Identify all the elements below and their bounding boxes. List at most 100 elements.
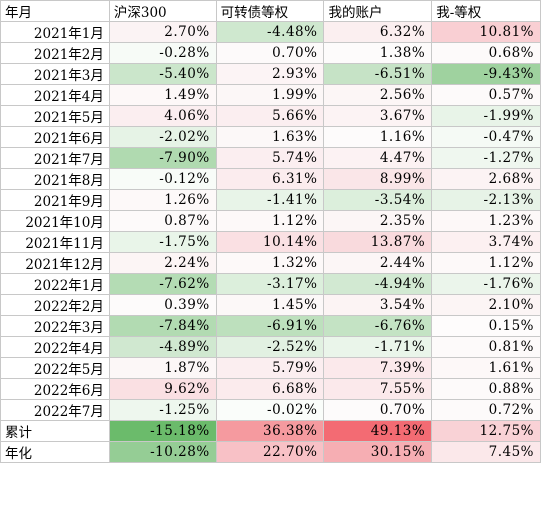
cell-me-minus-equal-weight[interactable]: 0.57% [431,84,541,106]
row-label[interactable]: 累计 [0,420,110,442]
cell-csi300[interactable]: 1.49% [108,84,217,106]
header-cb-equal-weight[interactable]: 可转债等权 [215,0,325,22]
row-label[interactable]: 2021年1月 [0,21,110,43]
cell-me-minus-equal-weight[interactable]: 0.15% [431,315,541,337]
cell-csi300[interactable]: -5.40% [108,63,217,85]
cell-csi300[interactable]: 1.87% [108,357,217,379]
cell-my-account[interactable]: 7.55% [323,378,433,400]
cell-cb-equal-weight[interactable]: 36.38% [215,420,325,442]
header-csi300[interactable]: 沪深300 [108,0,217,22]
row-label[interactable]: 2022年5月 [0,357,110,379]
cell-cb-equal-weight[interactable]: 6.68% [215,378,325,400]
row-label[interactable]: 2021年11月 [0,231,110,253]
cell-cb-equal-weight[interactable]: -3.17% [215,273,325,295]
row-label[interactable]: 2022年7月 [0,399,110,421]
cell-csi300[interactable]: -2.02% [108,126,217,148]
cell-me-minus-equal-weight[interactable]: 1.61% [431,357,541,379]
cell-cb-equal-weight[interactable]: -2.52% [215,336,325,358]
cell-csi300[interactable]: -7.62% [108,273,217,295]
cell-me-minus-equal-weight[interactable]: -1.27% [431,147,541,169]
cell-csi300[interactable]: 4.06% [108,105,217,127]
row-label[interactable]: 2021年8月 [0,168,110,190]
cell-cb-equal-weight[interactable]: 1.45% [215,294,325,316]
cell-cb-equal-weight[interactable]: 22.70% [215,441,325,463]
cell-cb-equal-weight[interactable]: 1.32% [215,252,325,274]
cell-cb-equal-weight[interactable]: 6.31% [215,168,325,190]
cell-me-minus-equal-weight[interactable]: 12.75% [431,420,541,442]
cell-csi300[interactable]: -7.84% [108,315,217,337]
cell-cb-equal-weight[interactable]: 2.93% [215,63,325,85]
cell-my-account[interactable]: 7.39% [323,357,433,379]
cell-csi300[interactable]: -4.89% [108,336,217,358]
cell-me-minus-equal-weight[interactable]: 0.88% [431,378,541,400]
row-label[interactable]: 2021年4月 [0,84,110,106]
cell-cb-equal-weight[interactable]: 1.63% [215,126,325,148]
cell-my-account[interactable]: 8.99% [323,168,433,190]
cell-csi300[interactable]: -0.12% [108,168,217,190]
cell-csi300[interactable]: 2.24% [108,252,217,274]
cell-me-minus-equal-weight[interactable]: -1.76% [431,273,541,295]
cell-me-minus-equal-weight[interactable]: 0.81% [431,336,541,358]
cell-my-account[interactable]: 13.87% [323,231,433,253]
cell-me-minus-equal-weight[interactable]: 0.68% [431,42,541,64]
cell-my-account[interactable]: -6.76% [323,315,433,337]
header-year-month[interactable]: 年月 [0,0,110,22]
cell-me-minus-equal-weight[interactable]: 7.45% [431,441,541,463]
row-label[interactable]: 2021年3月 [0,63,110,85]
cell-my-account[interactable]: 1.38% [323,42,433,64]
cell-my-account[interactable]: 49.13% [323,420,433,442]
cell-my-account[interactable]: -6.51% [323,63,433,85]
row-label[interactable]: 2021年12月 [0,252,110,274]
cell-me-minus-equal-weight[interactable]: 1.12% [431,252,541,274]
cell-me-minus-equal-weight[interactable]: -0.47% [431,126,541,148]
cell-my-account[interactable]: -1.71% [323,336,433,358]
cell-my-account[interactable]: -3.54% [323,189,433,211]
cell-me-minus-equal-weight[interactable]: 0.72% [431,399,541,421]
cell-csi300[interactable]: -1.75% [108,231,217,253]
cell-cb-equal-weight[interactable]: -1.41% [215,189,325,211]
cell-cb-equal-weight[interactable]: -4.48% [215,21,325,43]
row-label[interactable]: 2022年3月 [0,315,110,337]
row-label[interactable]: 2022年1月 [0,273,110,295]
cell-me-minus-equal-weight[interactable]: -9.43% [431,63,541,85]
cell-my-account[interactable]: 4.47% [323,147,433,169]
cell-my-account[interactable]: 1.16% [323,126,433,148]
row-label[interactable]: 2022年2月 [0,294,110,316]
cell-my-account[interactable]: 2.44% [323,252,433,274]
cell-csi300[interactable]: 2.70% [108,21,217,43]
cell-csi300[interactable]: 0.39% [108,294,217,316]
header-me-minus-equal-weight[interactable]: 我-等权 [431,0,541,22]
cell-csi300[interactable]: 0.87% [108,210,217,232]
cell-me-minus-equal-weight[interactable]: -1.99% [431,105,541,127]
cell-cb-equal-weight[interactable]: 1.99% [215,84,325,106]
cell-csi300[interactable]: 9.62% [108,378,217,400]
cell-cb-equal-weight[interactable]: 1.12% [215,210,325,232]
row-label[interactable]: 2022年4月 [0,336,110,358]
cell-csi300[interactable]: -15.18% [108,420,217,442]
cell-me-minus-equal-weight[interactable]: 2.10% [431,294,541,316]
cell-cb-equal-weight[interactable]: -0.02% [215,399,325,421]
cell-cb-equal-weight[interactable]: 5.66% [215,105,325,127]
cell-cb-equal-weight[interactable]: 0.70% [215,42,325,64]
row-label[interactable]: 2022年6月 [0,378,110,400]
row-label[interactable]: 2021年2月 [0,42,110,64]
cell-csi300[interactable]: -10.28% [108,441,217,463]
cell-cb-equal-weight[interactable]: -6.91% [215,315,325,337]
cell-me-minus-equal-weight[interactable]: 10.81% [431,21,541,43]
cell-my-account[interactable]: 3.54% [323,294,433,316]
cell-csi300[interactable]: -0.28% [108,42,217,64]
cell-my-account[interactable]: 6.32% [323,21,433,43]
cell-my-account[interactable]: 30.15% [323,441,433,463]
row-label[interactable]: 2021年5月 [0,105,110,127]
cell-my-account[interactable]: -4.94% [323,273,433,295]
cell-me-minus-equal-weight[interactable]: 1.23% [431,210,541,232]
cell-cb-equal-weight[interactable]: 10.14% [215,231,325,253]
cell-csi300[interactable]: -1.25% [108,399,217,421]
cell-my-account[interactable]: 2.35% [323,210,433,232]
header-my-account[interactable]: 我的账户 [323,0,433,22]
cell-csi300[interactable]: 1.26% [108,189,217,211]
cell-me-minus-equal-weight[interactable]: 2.68% [431,168,541,190]
cell-my-account[interactable]: 0.70% [323,399,433,421]
cell-cb-equal-weight[interactable]: 5.79% [215,357,325,379]
row-label[interactable]: 2021年7月 [0,147,110,169]
